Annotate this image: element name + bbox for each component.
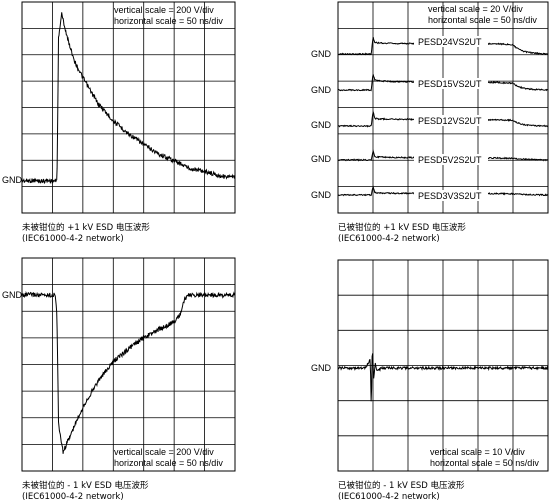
vertical-scale-label: vertical scale = 20 V/div (428, 4, 523, 14)
grid-clamped-negative (337, 259, 549, 472)
panel-unclamped-positive: vertical scale = 200 V/div horizontal sc… (2, 1, 236, 244)
series-label-pesd12vs2ut: PESD12VS2UT (418, 116, 482, 126)
gnd-label: GND (2, 290, 23, 300)
grid-unclamped-negative (21, 257, 236, 472)
caption-title: 未被钳位的 +1 kV ESD 电压波形 (22, 222, 150, 233)
grid-clamped-positive (337, 1, 549, 214)
horizontal-scale-label: horizontal scale = 50 ns/div (114, 16, 223, 26)
caption-network: (IEC61000-4-2 network) (22, 492, 124, 502)
horizontal-scale-label: horizontal scale = 50 ns/div (430, 458, 539, 468)
caption-network: (IEC61000-4-2 network) (338, 492, 440, 502)
caption-network: (IEC61000-4-2 network) (338, 234, 440, 244)
gnd-label: GND (2, 175, 23, 185)
vertical-scale-label: vertical scale = 200 V/div (114, 447, 214, 457)
trace-clamped-negative (337, 353, 549, 402)
horizontal-scale-label: horizontal scale = 50 ns/div (428, 15, 537, 25)
gnd-label-pesd3v3s2ut: GND (311, 190, 332, 200)
series-label-pesd24vs2ut: PESD24VS2UT (418, 37, 482, 47)
series-label-bg (414, 154, 488, 165)
caption-title: 未被钳位的 - 1 kV ESD 电压波形 (22, 480, 149, 491)
series-label-bg (414, 115, 488, 126)
vertical-scale-label: vertical scale = 200 V/div (114, 5, 214, 15)
panel-unclamped-negative: GND vertical scale = 200 V/div horizonta… (2, 257, 236, 502)
caption-title: 已被钳位的 - 1 kV ESD 电压波形 (338, 480, 465, 491)
gnd-label-pesd15vs2ut: GND (311, 85, 332, 95)
panel-clamped-positive: vertical scale = 20 V/div horizontal sca… (311, 1, 549, 244)
gnd-label-pesd24vs2ut: GND (311, 49, 332, 59)
caption-network: (IEC61000-4-2 network) (22, 234, 124, 244)
trace-unclamped-negative (21, 291, 236, 454)
series-label-bg (414, 190, 488, 201)
horizontal-scale-label: horizontal scale = 50 ns/div (114, 458, 223, 468)
series-label-pesd3v3s2ut: PESD3V3S2UT (418, 191, 482, 201)
series-label-bg (414, 78, 488, 89)
series-label-bg (414, 36, 488, 47)
trace-unclamped-positive (21, 12, 236, 185)
series-label-pesd15vs2ut: PESD15VS2UT (418, 79, 482, 89)
gnd-label-pesd5v2s2ut: GND (311, 154, 332, 164)
gnd-label-pesd12vs2ut: GND (311, 120, 332, 130)
gnd-label: GND (311, 363, 332, 373)
panel-clamped-negative: GND vertical scale = 10 V/div horizontal… (311, 259, 549, 502)
series-label-pesd5v2s2ut: PESD5V2S2UT (418, 155, 482, 165)
caption-title: 已被钳位的 +1 kV ESD 电压波形 (338, 222, 466, 233)
vertical-scale-label: vertical scale = 10 V/div (430, 447, 525, 457)
